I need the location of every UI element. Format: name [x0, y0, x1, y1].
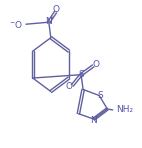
Text: N: N — [45, 17, 52, 26]
Text: $^{+}$: $^{+}$ — [49, 16, 55, 22]
Text: S: S — [97, 91, 103, 100]
Text: O: O — [53, 5, 60, 14]
Text: S: S — [78, 70, 84, 79]
Text: N: N — [90, 116, 97, 125]
Text: O: O — [93, 60, 100, 69]
Text: NH₂: NH₂ — [116, 105, 133, 114]
Text: $^{-}$O: $^{-}$O — [9, 19, 23, 30]
Text: O: O — [66, 82, 73, 91]
